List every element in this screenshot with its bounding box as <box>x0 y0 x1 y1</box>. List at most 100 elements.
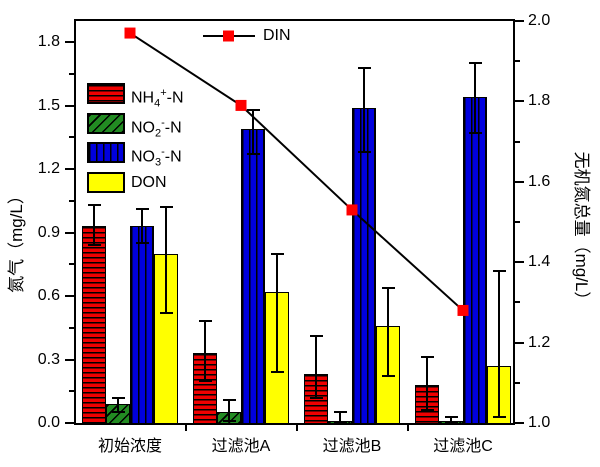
legend-label-don: DON <box>131 173 167 191</box>
tick-label-right-1: 1.0 <box>528 414 551 431</box>
errorbar-cap-bottom-no3-2 <box>357 151 371 154</box>
category-label-0: 初始浓度 <box>97 438 162 455</box>
minortick-left-1.05 <box>69 199 74 202</box>
minortick-right-1.3 <box>515 301 520 304</box>
errorbar-cap-bottom-no2-2 <box>333 422 347 424</box>
errorbar-don-1 <box>276 253 278 373</box>
errorbar-cap-top-don-2 <box>381 286 395 289</box>
tick-label-left-1.5: 1.5 <box>37 96 60 114</box>
din-point-2 <box>346 204 358 216</box>
errorbar-cap-bottom-no2-0 <box>111 411 125 414</box>
category-label-1: 过滤池A <box>211 438 271 455</box>
tick-label-left-0.9: 0.9 <box>37 223 60 241</box>
tick-left-0.9 <box>65 231 74 234</box>
tick-left-1.8 <box>65 41 74 44</box>
errorbar-cap-bottom-no2-3 <box>444 422 458 424</box>
bar-nh4-0 <box>82 226 106 423</box>
errorbar-cap-bottom-no3-1 <box>246 153 260 156</box>
errorbar-cap-top-no3-1 <box>246 108 260 111</box>
din-line <box>124 27 469 316</box>
errorbar-no3-3 <box>474 63 476 134</box>
minortick-left-1.35 <box>69 136 74 139</box>
errorbar-cap-top-no2-2 <box>333 411 347 414</box>
errorbar-don-2 <box>387 287 389 377</box>
tick-label-right-2: 2.0 <box>528 12 551 29</box>
tick-right-1.6 <box>515 180 524 183</box>
din-point-3 <box>457 304 469 316</box>
tick-label-left-1.8: 1.8 <box>37 33 60 51</box>
tick-bottom-1 <box>295 425 298 431</box>
tick-left-0 <box>65 422 74 424</box>
tick-right-1.8 <box>515 100 524 103</box>
minortick-right-1.5 <box>515 221 520 223</box>
minortick-right-1.7 <box>515 140 520 143</box>
tick-label-right-1.2: 1.2 <box>528 333 551 351</box>
minortick-left-1.65 <box>69 72 74 75</box>
tick-label-right-1.6: 1.6 <box>528 172 551 190</box>
errorbar-don-0 <box>165 207 167 313</box>
errorbar-cap-bottom-don-1 <box>270 371 284 374</box>
tick-left-1.2 <box>65 168 74 171</box>
tick-label-left-0: 0.0 <box>37 414 60 431</box>
line-legend: DIN <box>203 27 313 44</box>
errorbar-don-3 <box>498 270 500 417</box>
legend-swatch-no3 <box>87 142 125 163</box>
tick-left-1.5 <box>65 104 74 107</box>
tick-left-0.3 <box>65 358 74 361</box>
errorbar-cap-top-nh4-3 <box>420 356 434 359</box>
tick-right-1 <box>515 422 524 424</box>
minortick-left-0.75 <box>69 263 74 266</box>
bar-no3-3 <box>463 97 487 423</box>
din-point-0 <box>124 27 136 39</box>
plot-area: 0.0 0.3 0.6 0.9 1.2 1.5 1.8 1.0 1.2 1.4 1.6 1.8 2.0 初… <box>38 12 551 455</box>
errorbar-no3-1 <box>252 109 254 155</box>
category-label-3: 过滤池C <box>433 438 493 455</box>
legend-label-no3: NO3--N <box>131 146 182 169</box>
tick-label-left-1.2: 1.2 <box>37 160 60 178</box>
errorbar-cap-bottom-don-2 <box>381 375 395 378</box>
errorbar-cap-bottom-nh4-1 <box>198 379 212 382</box>
din-point-1 <box>235 99 247 111</box>
errorbar-cap-top-no3-0 <box>135 208 149 211</box>
minortick-left-0.15 <box>69 390 74 393</box>
tick-label-right-1.8: 1.8 <box>528 92 551 110</box>
legend-swatch-don <box>87 171 125 193</box>
errorbar-nh4-1 <box>204 321 206 381</box>
right-axis-title: 无机氮总量（mg/L） <box>572 151 591 309</box>
tick-right-1.4 <box>515 261 524 264</box>
tick-left-0.6 <box>65 295 74 298</box>
errorbar-nh4-3 <box>426 357 428 411</box>
tick-label-left-0.6: 0.6 <box>37 287 60 305</box>
tick-label-right-1.4: 1.4 <box>528 253 551 271</box>
bar-legend: NH4+-N NO2--N NO3--N DON <box>87 83 207 203</box>
errorbar-cap-bottom-nh4-3 <box>420 409 434 412</box>
errorbar-nh4-2 <box>315 336 317 398</box>
errorbar-no2-0 <box>117 397 119 413</box>
bar-no3-0 <box>130 226 154 423</box>
errorbar-cap-bottom-no3-3 <box>468 132 482 135</box>
bar-no3-2 <box>352 107 376 423</box>
legend-swatch-no2 <box>87 112 125 134</box>
errorbar-cap-top-no2-1 <box>222 398 236 401</box>
left-axis-title: 氮气（mg/L） <box>7 187 26 293</box>
minortick-left-0.45 <box>69 326 74 329</box>
errorbar-nh4-0 <box>93 205 95 246</box>
errorbar-no2-2 <box>339 412 341 423</box>
din-legend-label: DIN <box>263 27 291 44</box>
errorbar-cap-top-don-1 <box>270 252 284 255</box>
category-label-2: 过滤池B <box>322 438 382 455</box>
errorbar-cap-bottom-nh4-0 <box>87 244 101 247</box>
errorbar-cap-top-no2-3 <box>444 415 458 418</box>
errorbar-cap-top-no3-2 <box>357 66 371 69</box>
din-legend-marker-icon <box>203 30 255 42</box>
tick-label-left-0.3: 0.3 <box>37 350 60 368</box>
errorbar-cap-bottom-don-0 <box>159 311 173 314</box>
tick-bottom-0 <box>184 425 187 431</box>
errorbar-cap-top-don-3 <box>492 269 506 272</box>
errorbar-cap-top-nh4-2 <box>309 335 323 338</box>
errorbar-cap-bottom-nh4-2 <box>309 396 323 399</box>
errorbar-no2-3 <box>450 416 452 423</box>
tick-right-1.2 <box>515 341 524 344</box>
tick-bottom-2 <box>406 425 409 431</box>
